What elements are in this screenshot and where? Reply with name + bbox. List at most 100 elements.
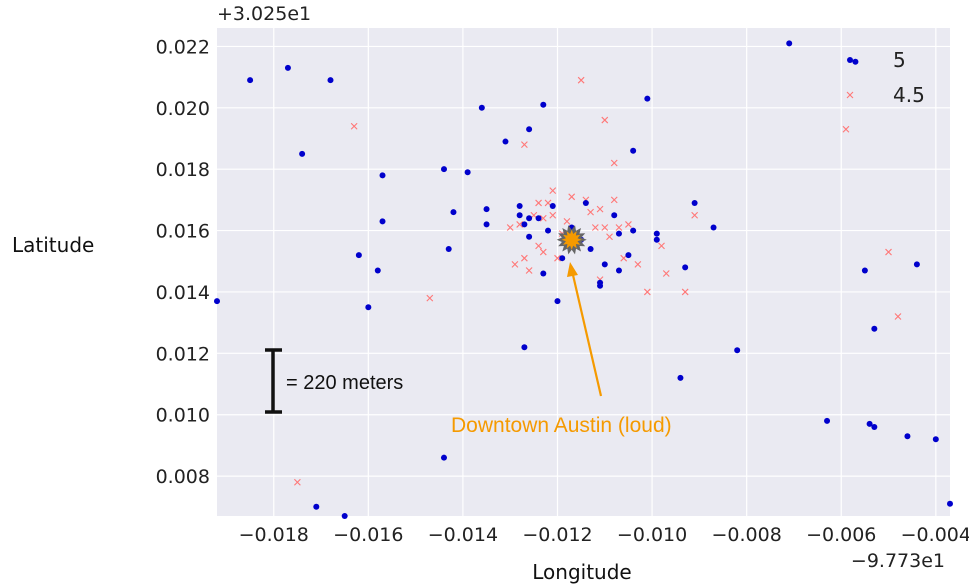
data-point-x bbox=[520, 254, 528, 262]
data-point-dot bbox=[355, 252, 362, 259]
burst-inner bbox=[561, 229, 582, 250]
data-point-x bbox=[610, 159, 618, 167]
data-point-dot bbox=[464, 169, 471, 176]
data-point-x bbox=[643, 288, 651, 296]
data-point-x bbox=[549, 211, 557, 219]
data-point-x bbox=[625, 221, 632, 228]
data-point-dot bbox=[615, 230, 622, 237]
legend: 5 4.5 bbox=[846, 48, 925, 107]
data-point-dot bbox=[526, 126, 533, 133]
data-point-dot bbox=[601, 261, 608, 268]
data-point-dot bbox=[691, 199, 698, 206]
y-tick-label: 0.014 bbox=[156, 282, 210, 304]
data-point-dot bbox=[516, 203, 523, 210]
legend-label-5: 5 bbox=[893, 48, 906, 72]
data-point-dot bbox=[710, 224, 717, 231]
scale-bar bbox=[265, 348, 282, 414]
data-point-dot bbox=[852, 58, 859, 65]
data-point-dot bbox=[521, 344, 528, 351]
data-point-x bbox=[520, 141, 528, 149]
data-point-x bbox=[516, 221, 524, 228]
legend-marker-x bbox=[846, 91, 854, 99]
data-point-dot bbox=[630, 147, 637, 154]
data-point-dot bbox=[327, 77, 334, 84]
data-point-dot bbox=[861, 267, 868, 274]
x-tick-label: −0.010 bbox=[617, 524, 687, 546]
data-point-dot bbox=[214, 298, 220, 305]
data-point-dot bbox=[313, 503, 320, 510]
legend-label-4-5: 4.5 bbox=[893, 83, 925, 107]
data-point-x bbox=[596, 205, 604, 213]
data-point-x bbox=[885, 248, 892, 256]
data-point-dot bbox=[734, 347, 741, 354]
data-point-dot bbox=[502, 138, 509, 145]
x-offset-label: −9.773e1 bbox=[851, 550, 945, 572]
data-point-x bbox=[577, 76, 585, 84]
data-point-x bbox=[658, 242, 665, 250]
y-tick-label: 0.010 bbox=[156, 405, 210, 427]
x-tick-label: −0.012 bbox=[522, 524, 592, 546]
y-tick-label: 0.018 bbox=[156, 159, 210, 181]
x-tick-label: −0.018 bbox=[239, 524, 309, 546]
data-point-dot bbox=[871, 325, 878, 332]
data-point-dot bbox=[445, 245, 452, 252]
data-point-dot bbox=[478, 104, 485, 111]
data-point-dot bbox=[379, 218, 386, 225]
y-tick-label: 0.016 bbox=[156, 221, 210, 243]
data-point-x bbox=[535, 242, 542, 250]
y-tick-label: 0.022 bbox=[156, 36, 210, 58]
data-point-dot bbox=[516, 212, 523, 219]
plot-background bbox=[217, 28, 950, 516]
data-point-x bbox=[539, 214, 547, 222]
x-tick-label: −0.004 bbox=[901, 524, 969, 546]
data-point-x bbox=[601, 116, 609, 124]
data-point-dot bbox=[440, 454, 447, 461]
data-point-dot bbox=[630, 227, 637, 234]
data-point-dot bbox=[526, 233, 533, 240]
data-point-dot bbox=[483, 221, 490, 228]
x-axis-label: Longitude bbox=[532, 560, 631, 584]
data-point-x bbox=[681, 288, 689, 296]
y-tick-labels: 0.008 0.010 0.012 0.014 0.016 0.018 0.020 0.022 bbox=[156, 36, 210, 488]
data-point-x bbox=[511, 260, 519, 268]
data-point-x bbox=[350, 122, 358, 130]
scale-bar-label: = 220 meters bbox=[286, 372, 403, 394]
data-point-dot bbox=[582, 199, 589, 206]
data-point-dot bbox=[677, 374, 684, 381]
data-point-dot bbox=[615, 267, 622, 274]
y-offset-label: +3.025e1 bbox=[217, 3, 311, 25]
data-point-dot bbox=[653, 236, 660, 243]
data-point-dot bbox=[587, 245, 594, 252]
data-point-dot bbox=[682, 264, 689, 271]
data-point-x bbox=[554, 254, 561, 262]
downtown-burst-marker bbox=[556, 225, 587, 255]
data-point-x bbox=[563, 217, 571, 225]
data-point-dot bbox=[913, 261, 920, 268]
data-point-dot bbox=[625, 252, 632, 259]
x-tick-labels: −0.018 −0.016 −0.014 −0.012 −0.010 −0.008 −0.0… bbox=[239, 524, 969, 546]
data-point-dot bbox=[786, 40, 793, 47]
data-point-dot bbox=[559, 255, 566, 262]
data-point-x bbox=[691, 211, 699, 219]
data-point-dot bbox=[653, 230, 660, 237]
data-points bbox=[214, 40, 953, 519]
data-point-dot bbox=[824, 417, 831, 424]
data-point-x bbox=[426, 294, 434, 302]
data-point-dot bbox=[535, 215, 542, 222]
data-point-dot bbox=[545, 227, 552, 234]
data-point-dot bbox=[597, 282, 604, 289]
data-point-x bbox=[568, 193, 576, 201]
data-point-dot bbox=[379, 172, 386, 179]
x-tick-label: −0.008 bbox=[711, 524, 781, 546]
data-point-x bbox=[606, 233, 613, 241]
data-point-dot bbox=[644, 95, 651, 102]
data-point-dot bbox=[341, 513, 348, 519]
legend-marker-dot bbox=[847, 57, 853, 63]
x-tick-label: −0.016 bbox=[333, 524, 403, 546]
x-tick-label: −0.014 bbox=[428, 524, 498, 546]
data-point-dot bbox=[904, 433, 911, 440]
data-point-x bbox=[587, 208, 594, 216]
y-tick-label: 0.020 bbox=[156, 98, 210, 120]
data-point-dot bbox=[521, 221, 528, 228]
